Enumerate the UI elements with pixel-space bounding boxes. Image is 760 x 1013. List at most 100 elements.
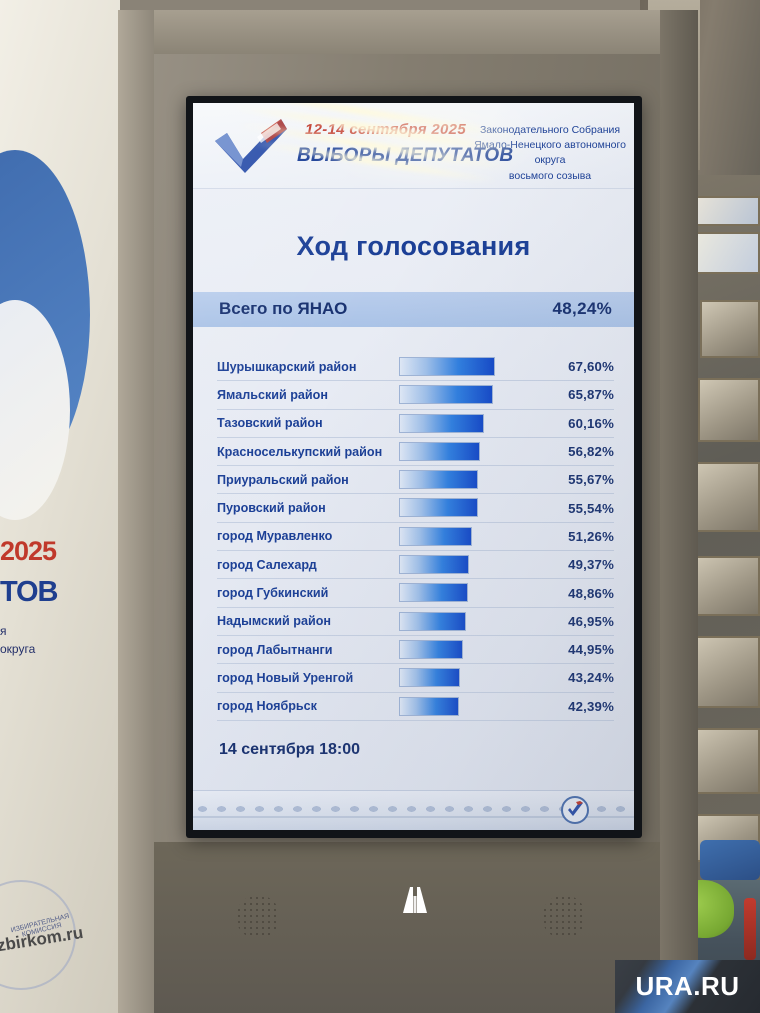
- data-timestamp: 14 сентября 18:00: [219, 740, 361, 758]
- kiosk-left-edge: [118, 10, 154, 1013]
- screen-header: 12-14 сентября 2025 ВЫБОРЫ ДЕПУТАТОВ Зак…: [193, 103, 634, 193]
- source-watermark: URA.RU: [615, 960, 760, 1013]
- turnout-bar-track: [399, 410, 542, 437]
- turnout-value: 55,67%: [568, 472, 614, 488]
- table-row: город Ноябрьск 42,39%: [217, 693, 614, 721]
- footer-ornament-pattern: [193, 803, 634, 815]
- turnout-bar-track: [399, 636, 542, 663]
- banner-subtext-2: округа: [0, 642, 36, 656]
- table-row: Красноселькупский район 56,82%: [217, 438, 614, 467]
- banner-year-text: 2025: [0, 536, 57, 566]
- background-framed-picture: [694, 196, 760, 226]
- turnout-value: 44,95%: [568, 642, 614, 658]
- banner-word-text: ТОВ: [0, 576, 58, 608]
- table-row: Пуровский район 55,54%: [217, 494, 614, 523]
- background-framed-picture: [688, 728, 760, 794]
- territory-name: город Губкинский: [217, 586, 329, 601]
- table-row: город Муравленко 51,26%: [217, 523, 614, 552]
- total-turnout-value: 48,24%: [552, 299, 612, 318]
- kiosk-display-screen[interactable]: 12-14 сентября 2025 ВЫБОРЫ ДЕПУТАТОВ Зак…: [193, 103, 634, 830]
- banner-subtext-1: я: [0, 624, 7, 638]
- turnout-bar: [399, 668, 461, 688]
- election-subtitle-line-2: Ямало-Ненецкого автономного округа: [474, 139, 626, 167]
- territory-name: город Муравленко: [217, 529, 333, 544]
- checkmark-logo-icon: [207, 111, 293, 177]
- territory-name: город Лабытнанги: [217, 642, 333, 657]
- speaker-grille-icon: [542, 895, 586, 939]
- table-row: город Губкинский 48,86%: [217, 579, 614, 608]
- turnout-bar-track: [399, 551, 542, 578]
- territory-name: Ямальский район: [217, 387, 328, 402]
- turnout-value: 49,37%: [568, 557, 614, 573]
- table-row: Тазовский район 60,16%: [217, 410, 614, 438]
- kiosk-top-edge: [118, 10, 698, 54]
- turnout-bar: [399, 470, 479, 490]
- table-row: город Лабытнанги 44,95%: [217, 636, 614, 665]
- turnout-value: 48,86%: [568, 585, 614, 601]
- turnout-bar-track: [399, 353, 542, 380]
- turnout-value: 42,39%: [568, 698, 614, 714]
- turnout-value: 43,24%: [568, 670, 614, 686]
- table-row: Ямальский район 65,87%: [217, 381, 614, 410]
- turnout-value: 55,54%: [568, 500, 614, 516]
- turnout-bar-track: [399, 523, 542, 550]
- turnout-bar: [399, 498, 478, 518]
- territory-name: Тазовский район: [217, 416, 323, 431]
- election-dates: 12-14 сентября 2025: [305, 121, 466, 138]
- turnout-bar: [399, 696, 460, 716]
- election-commission-emblem-icon: [560, 795, 590, 825]
- turnout-value: 46,95%: [568, 613, 614, 629]
- turnout-bar: [399, 441, 480, 461]
- turnout-bar-track: [399, 693, 542, 720]
- turnout-bar-track: [399, 608, 542, 635]
- background-framed-picture: [698, 378, 760, 442]
- kiosk-right-edge: [660, 10, 698, 1013]
- table-row: город Новый Уренгой 43,24%: [217, 664, 614, 693]
- turnout-bar: [399, 385, 493, 405]
- territory-name: Приуральский район: [217, 472, 349, 487]
- turnout-bar: [399, 555, 470, 575]
- total-turnout-row: Всего по ЯНАО 48,24%: [193, 292, 634, 327]
- table-row: Шурышкарский район 67,60%: [217, 353, 614, 382]
- turnout-bar: [399, 639, 463, 659]
- territory-name: город Ноябрьск: [217, 699, 317, 714]
- page-title: Ход голосования: [296, 231, 531, 261]
- background-red-object: [744, 898, 756, 960]
- territory-name: город Салехард: [217, 557, 317, 572]
- turnout-bar: [399, 583, 469, 603]
- turnout-bar-track: [399, 579, 542, 606]
- background-framed-picture: [700, 300, 760, 358]
- kiosk-brand-logo-icon: [398, 884, 432, 916]
- table-row: Приуральский район 55,67%: [217, 466, 614, 495]
- territory-name: Шурышкарский район: [217, 359, 357, 374]
- background-framed-picture: [690, 232, 760, 274]
- turnout-bar-track: [399, 494, 542, 521]
- speaker-grille-icon: [236, 895, 280, 939]
- territory-name: Пуровский район: [217, 501, 326, 516]
- kiosk-lower-body: [154, 842, 660, 1013]
- background-framed-picture: [692, 636, 760, 708]
- background-framed-picture: [694, 462, 760, 532]
- background-rollup-banner: 2025 ТОВ я округа ИЗБИРАТЕЛЬНАЯ КОМИССИЯ…: [0, 0, 120, 1013]
- turnout-value: 60,16%: [568, 415, 614, 431]
- election-subtitle-line-3: восьмого созыва: [508, 169, 592, 182]
- kiosk-display-bezel: 12-14 сентября 2025 ВЫБОРЫ ДЕПУТАТОВ Зак…: [186, 96, 642, 838]
- turnout-bar: [399, 526, 472, 546]
- turnout-bar-track: [399, 381, 542, 408]
- election-subtitle-line-1: Законодательного Собрания: [479, 124, 621, 136]
- turnout-bar: [399, 413, 485, 433]
- turnout-table: Шурышкарский район 67,60% Ямальский район 6…: [193, 335, 634, 721]
- election-subtitle: Законодательного Собрания Ямало-Ненецког…: [461, 123, 634, 184]
- turnout-bar-track: [399, 664, 542, 691]
- watermark-text: URA.RU: [635, 971, 740, 1001]
- turnout-value: 65,87%: [568, 387, 614, 403]
- total-turnout-label: Всего по ЯНАО: [219, 299, 348, 318]
- turnout-bar: [399, 611, 466, 631]
- screen-footer: [193, 790, 634, 830]
- turnout-value: 56,82%: [568, 444, 614, 460]
- territory-name: город Новый Уренгой: [217, 670, 354, 685]
- turnout-bar: [399, 357, 495, 376]
- turnout-bar-track: [399, 438, 542, 465]
- territory-name: Надымский район: [217, 614, 332, 629]
